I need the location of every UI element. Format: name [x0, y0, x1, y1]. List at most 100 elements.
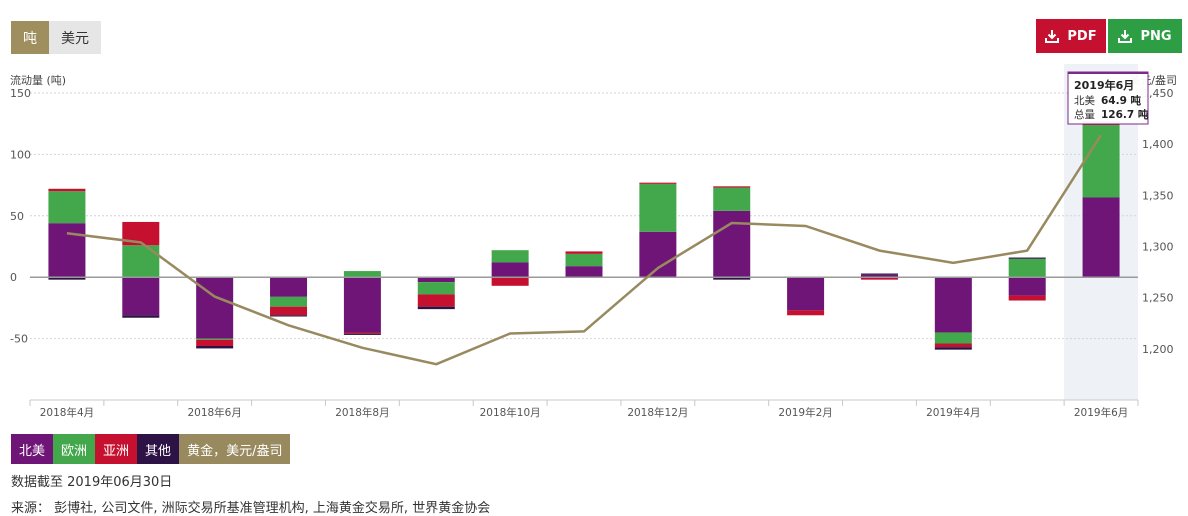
- bar-segment[interactable]: [639, 183, 677, 232]
- bar-segment[interactable]: [639, 182, 677, 184]
- bar-segment[interactable]: [417, 277, 455, 283]
- bar-segment[interactable]: [1082, 197, 1120, 278]
- bar-segment[interactable]: [343, 277, 381, 333]
- bar-segment[interactable]: [934, 343, 972, 348]
- bar-segment[interactable]: [48, 277, 86, 280]
- bar-segment[interactable]: [565, 251, 603, 254]
- y2-tick-label: 1,400: [1142, 138, 1174, 151]
- bar-segment[interactable]: [1008, 257, 1046, 259]
- bar-segment[interactable]: [48, 191, 86, 224]
- bar-segment[interactable]: [196, 345, 234, 349]
- bar-segment[interactable]: [122, 315, 160, 318]
- download-icon: [1118, 30, 1133, 43]
- bar-segment[interactable]: [1008, 295, 1046, 301]
- bar-segment[interactable]: [934, 332, 972, 344]
- x-tick-label: 2018年8月: [335, 406, 389, 419]
- legend-asia[interactable]: 亚洲: [95, 434, 138, 464]
- y-tick-label: 0: [10, 271, 17, 284]
- bar-segment[interactable]: [270, 277, 308, 297]
- export-pdf-button[interactable]: PDF: [1036, 19, 1106, 53]
- bar-segment[interactable]: [491, 277, 529, 286]
- bar-segment[interactable]: [343, 333, 381, 335]
- bar-segment[interactable]: [1008, 258, 1046, 278]
- legend-europe[interactable]: 欧洲: [53, 434, 96, 464]
- y2-tick-label: 1,450: [1142, 87, 1174, 100]
- bar-segment[interactable]: [122, 277, 160, 316]
- export-png-label: PNG: [1140, 28, 1172, 44]
- y2-tick-label: 1,200: [1142, 343, 1174, 356]
- y-axis-title: 流动量 (吨): [10, 73, 66, 87]
- bar-segment[interactable]: [860, 274, 898, 278]
- bar-segment[interactable]: [196, 338, 234, 340]
- bar-segment[interactable]: [860, 273, 898, 275]
- bar-segment[interactable]: [565, 253, 603, 267]
- bar-segment[interactable]: [787, 310, 825, 316]
- bar-segment[interactable]: [122, 245, 160, 278]
- bar-segment[interactable]: [417, 282, 455, 295]
- data-date-note: 数据截至 2019年06月30日: [11, 475, 173, 490]
- y-tick-label: 100: [10, 148, 31, 161]
- x-tick-label: 2019年4月: [926, 406, 980, 419]
- bar-segment[interactable]: [48, 223, 86, 278]
- export-png-button[interactable]: PNG: [1108, 19, 1182, 53]
- tooltip-accent: [1068, 72, 1148, 74]
- y2-tick-label: 1,300: [1142, 241, 1174, 254]
- export-pdf-label: PDF: [1067, 28, 1097, 44]
- legend-north-america[interactable]: 北美: [11, 434, 54, 464]
- bar-segment[interactable]: [343, 332, 381, 334]
- tooltip-title: 2019年6月: [1074, 78, 1134, 92]
- bar-segment[interactable]: [343, 271, 381, 278]
- x-tick-label: 2018年12月: [627, 406, 688, 419]
- download-icon: [1045, 30, 1060, 43]
- tooltip-box: [1067, 71, 1149, 125]
- unit-toggle[interactable]: 吨 美元: [11, 21, 101, 54]
- y2-axis-ticks: 1,450 1,400 1,350 1,300 1,250 1,200: [1142, 87, 1174, 356]
- bar-segment[interactable]: [713, 210, 751, 278]
- bar-segment[interactable]: [1008, 277, 1046, 296]
- unit-usd-button[interactable]: 美元: [49, 21, 101, 54]
- legend-gold-price[interactable]: 黄金，美元/盎司: [179, 434, 291, 464]
- bar-segment[interactable]: [270, 306, 308, 316]
- x-tick-label: 2019年2月: [778, 406, 832, 419]
- bar-segment[interactable]: [860, 277, 898, 280]
- bar-segment[interactable]: [787, 277, 825, 311]
- bar-segment[interactable]: [491, 262, 529, 278]
- bar-segment[interactable]: [122, 221, 160, 246]
- gold-price-line: [66, 134, 1103, 366]
- source-note: 来源： 彭博社, 公司文件, 洲际交易所基准管理机构, 上海黄金交易所, 世界黄…: [11, 501, 491, 516]
- bar-segment[interactable]: [270, 315, 308, 317]
- tooltip-row-label: 总量: [1074, 108, 1096, 121]
- bar-segment[interactable]: [639, 231, 677, 278]
- y-tick-label: 150: [10, 87, 31, 100]
- x-tick-label: 2018年10月: [480, 406, 541, 419]
- tooltip: 2019年6月 北美 64.9 吨 总量 126.7 吨: [1067, 71, 1149, 125]
- x-tick-label: 2019年6月: [1074, 406, 1128, 419]
- bar-segment[interactable]: [713, 277, 751, 280]
- legend-other[interactable]: 其他: [137, 434, 180, 464]
- y2-tick-label: 1,350: [1142, 189, 1174, 202]
- y-axis-ticks: 150 100 50 0 -50: [10, 87, 31, 346]
- x-axis: 2018年4月 2018年6月 2018年8月 2018年10月 2018年12月 201…: [29, 399, 1139, 419]
- bar-segment[interactable]: [417, 294, 455, 307]
- tooltip-row-value: 64.9 吨: [1101, 94, 1142, 107]
- x-tick-label: 2018年6月: [187, 406, 241, 419]
- bar-segment[interactable]: [713, 186, 751, 188]
- chart-legend: 北美 欧洲 亚洲 其他 黄金，美元/盎司: [11, 434, 291, 464]
- x-tick-label: 2018年4月: [40, 406, 94, 419]
- y2-tick-label: 1,250: [1142, 292, 1174, 305]
- tooltip-row-label: 北美: [1074, 94, 1096, 107]
- bar-segment[interactable]: [491, 250, 529, 263]
- bar-segment[interactable]: [934, 347, 972, 350]
- bar-segment[interactable]: [270, 296, 308, 307]
- bar-segment[interactable]: [417, 306, 455, 310]
- unit-tonnes-button[interactable]: 吨: [11, 21, 49, 54]
- tooltip-row-value: 126.7 吨: [1101, 108, 1149, 121]
- bar-segment[interactable]: [196, 339, 234, 346]
- bar-segment[interactable]: [934, 277, 972, 333]
- bar-segment[interactable]: [713, 187, 751, 211]
- y-tick-label: -50: [10, 333, 28, 346]
- bars[interactable]: [48, 121, 1120, 350]
- bar-segment[interactable]: [48, 188, 86, 192]
- bar-segment[interactable]: [565, 266, 603, 278]
